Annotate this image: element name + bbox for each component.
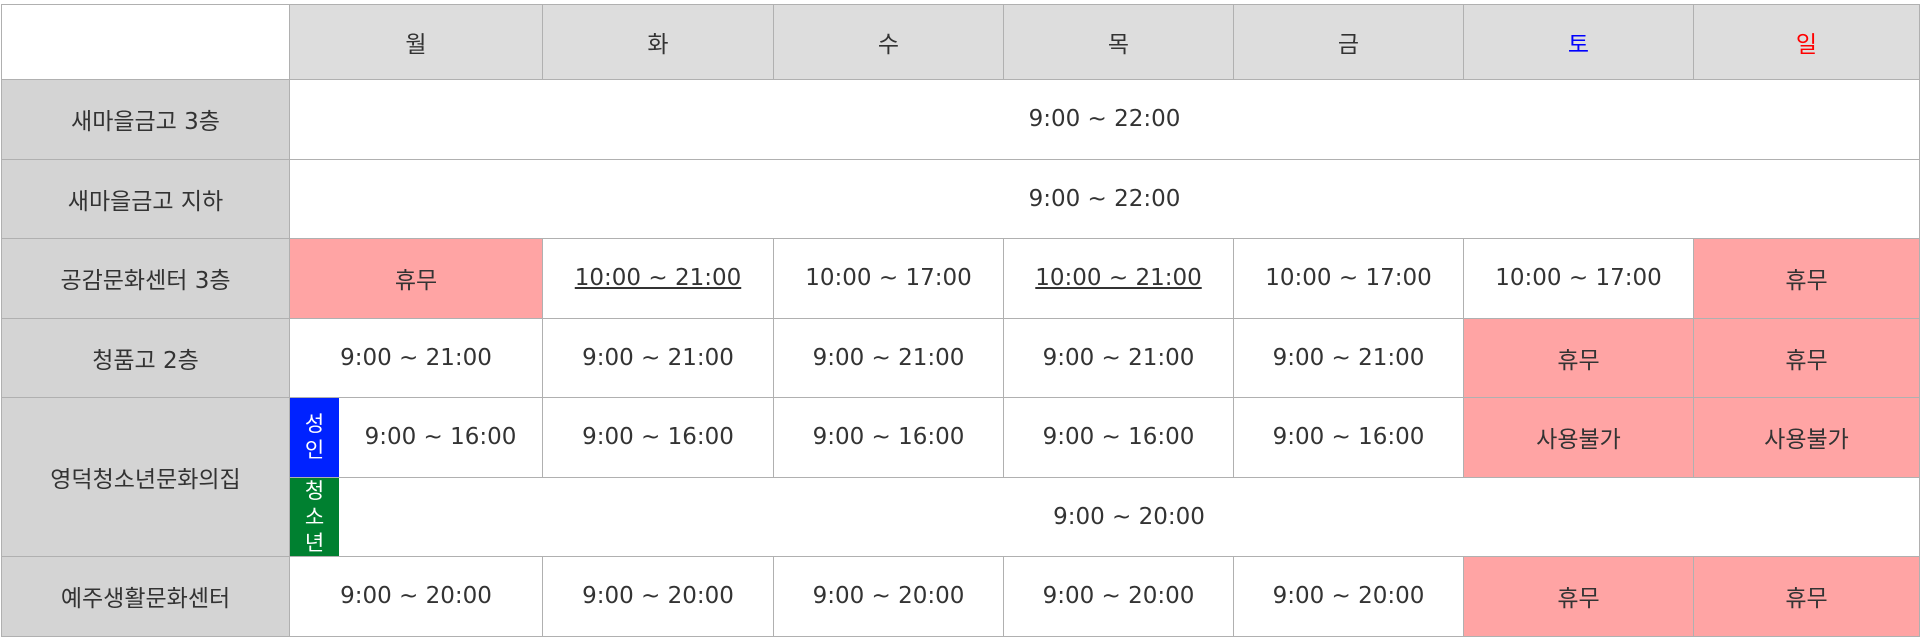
hours-sun: 휴무 xyxy=(1693,317,1920,398)
table-row: 새마을금고 3층 9:00 ~ 22:00 xyxy=(1,79,1920,160)
hours-fri: 10:00 ~ 17:00 xyxy=(1233,238,1464,319)
hours-tue: 10:00 ~ 21:00 xyxy=(542,238,774,319)
hours-fri: 9:00 ~ 20:00 xyxy=(1233,556,1464,637)
hours-sat: 휴무 xyxy=(1463,556,1694,637)
hours-wed: 9:00 ~ 16:00 xyxy=(773,397,1004,478)
header-row: 월 화 수 목 금 토 일 xyxy=(1,4,1920,80)
badge-char: 년 xyxy=(304,530,325,555)
hours-sun: 휴무 xyxy=(1693,556,1920,637)
youth-badge: 청 소 년 xyxy=(290,477,339,556)
header-wed: 수 xyxy=(773,4,1004,80)
hours-sun: 휴무 xyxy=(1693,238,1920,319)
header-tue: 화 xyxy=(542,4,774,80)
hours-all-week: 9:00 ~ 22:00 xyxy=(289,79,1920,160)
table-row: 새마을금고 지하 9:00 ~ 22:00 xyxy=(1,158,1920,239)
header-mon: 월 xyxy=(289,4,543,80)
hours-tue: 9:00 ~ 16:00 xyxy=(542,397,774,478)
header-corner xyxy=(1,4,290,80)
hours-thu-link[interactable]: 10:00 ~ 21:00 xyxy=(1035,265,1202,292)
adult-badge: 성 인 xyxy=(290,398,339,477)
header-fri: 금 xyxy=(1233,4,1464,80)
table-row: 영덕청소년문화의집 성 인 9:00 ~ 16:00 9:00 ~ 16:00 … xyxy=(1,397,1920,557)
hours-mon: 성 인 9:00 ~ 16:00 xyxy=(289,397,543,478)
header-thu: 목 xyxy=(1003,4,1234,80)
hours-thu: 9:00 ~ 16:00 xyxy=(1003,397,1234,478)
hours-fri: 9:00 ~ 16:00 xyxy=(1233,397,1464,478)
place-name: 공감문화센터 3층 xyxy=(1,238,290,319)
hours-tue: 9:00 ~ 21:00 xyxy=(542,317,774,398)
hours-mon: 9:00 ~ 20:00 xyxy=(289,556,543,637)
badge-char: 인 xyxy=(304,438,325,463)
hours-text: 9:00 ~ 16:00 xyxy=(364,424,517,451)
hours-wed: 10:00 ~ 17:00 xyxy=(773,238,1004,319)
hours-wed: 9:00 ~ 20:00 xyxy=(773,556,1004,637)
hours-sat: 휴무 xyxy=(1463,317,1694,398)
hours-thu: 9:00 ~ 21:00 xyxy=(1003,317,1234,398)
place-name: 예주생활문화센터 xyxy=(1,556,290,637)
hours-mon: 휴무 xyxy=(289,238,543,319)
header-sat: 토 xyxy=(1463,4,1694,80)
hours-tue: 9:00 ~ 20:00 xyxy=(542,556,774,637)
hours-all-week: 9:00 ~ 22:00 xyxy=(289,158,1920,239)
hours-fri: 9:00 ~ 21:00 xyxy=(1233,317,1464,398)
hours-sat: 10:00 ~ 17:00 xyxy=(1463,238,1694,319)
table-row: 청 소 년 9:00 ~ 20:00 xyxy=(2,476,1920,557)
place-name: 청품고 2층 xyxy=(1,317,290,398)
badge-char: 성 xyxy=(304,412,325,437)
hours-all-week: 청 소 년 9:00 ~ 20:00 xyxy=(289,476,1920,557)
place-name: 새마을금고 지하 xyxy=(1,158,290,239)
schedule-table: 월 화 수 목 금 토 일 새마을금고 3층 9:00 ~ 22:00 새마을금… xyxy=(1,4,1920,637)
hours-thu: 9:00 ~ 20:00 xyxy=(1003,556,1234,637)
hours-sat: 사용불가 xyxy=(1463,397,1694,478)
hours-tue-link[interactable]: 10:00 ~ 21:00 xyxy=(574,265,742,292)
hours-wed: 9:00 ~ 21:00 xyxy=(773,317,1004,398)
badge-char: 청 xyxy=(304,478,325,503)
hours-text: 9:00 ~ 20:00 xyxy=(1053,503,1205,530)
place-name: 영덕청소년문화의집 xyxy=(1,397,290,557)
hours-thu: 10:00 ~ 21:00 xyxy=(1003,238,1234,319)
hours-sun: 사용불가 xyxy=(1693,397,1920,478)
hours-mon: 9:00 ~ 21:00 xyxy=(289,317,543,398)
table-row: 예주생활문화센터 9:00 ~ 20:00 9:00 ~ 20:00 9:00 … xyxy=(1,556,1920,637)
badge-char: 소 xyxy=(304,504,325,529)
header-sun: 일 xyxy=(1693,4,1920,80)
table-row: 공감문화센터 3층 휴무 10:00 ~ 21:00 10:00 ~ 17:00… xyxy=(1,238,1920,319)
table-row: 청품고 2층 9:00 ~ 21:00 9:00 ~ 21:00 9:00 ~ … xyxy=(1,317,1920,398)
place-name: 새마을금고 3층 xyxy=(1,79,290,160)
